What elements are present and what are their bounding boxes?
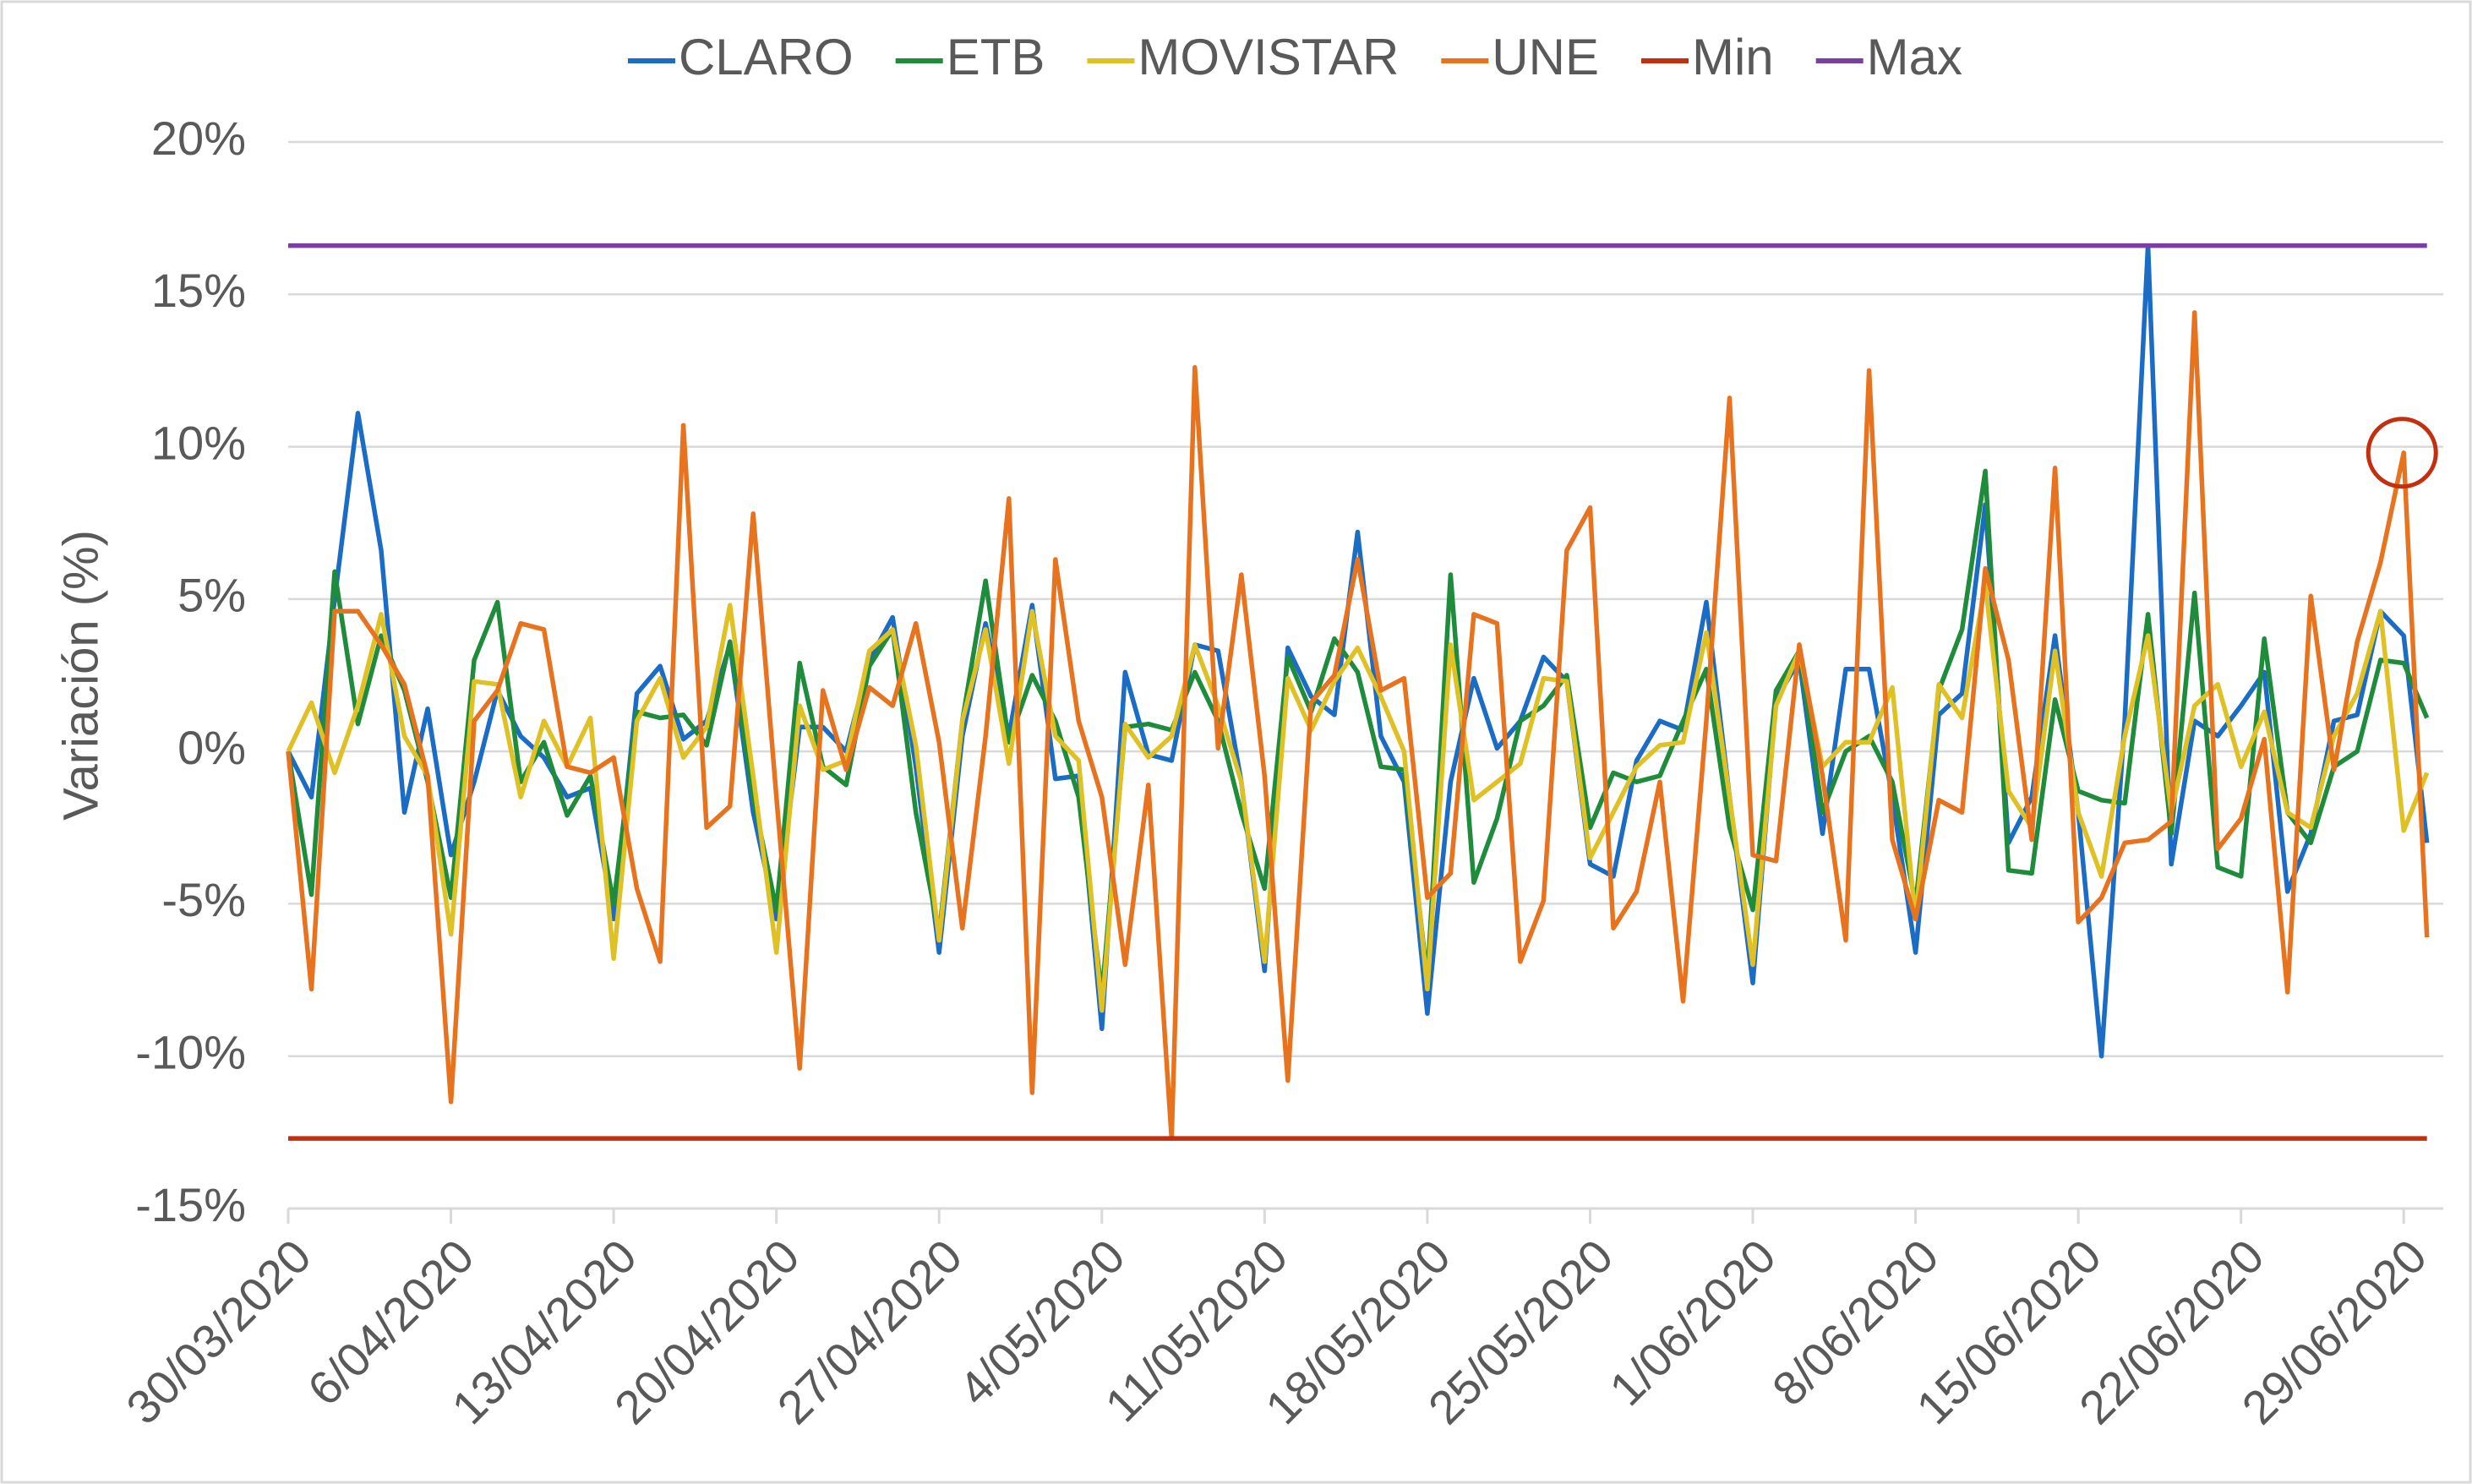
- highlight-circle: [2366, 417, 2438, 489]
- legend-label: Min: [1692, 29, 1774, 85]
- y-tick-label: 20%: [151, 112, 246, 165]
- y-tick-label: -5%: [161, 873, 246, 926]
- legend-label: UNE: [1492, 29, 1599, 85]
- y-tick-label: -15%: [135, 1178, 246, 1231]
- legend-label: MOVISTAR: [1138, 29, 1399, 85]
- y-tick-label: 10%: [151, 416, 246, 469]
- series-line: [286, 310, 2430, 1141]
- y-axis-label: Variación (%): [53, 530, 108, 821]
- y-tick-label: 5%: [177, 569, 246, 622]
- y-tick-label: -10%: [135, 1026, 246, 1079]
- legend: CLARO ETB MOVISTAR UNE Min Max: [627, 29, 1962, 85]
- legend-label: ETB: [947, 29, 1045, 85]
- y-tick-label: 0%: [177, 721, 246, 774]
- legend-label: CLARO: [679, 29, 854, 85]
- y-tick-label: 15%: [151, 264, 246, 317]
- legend-label: Max: [1867, 29, 1962, 85]
